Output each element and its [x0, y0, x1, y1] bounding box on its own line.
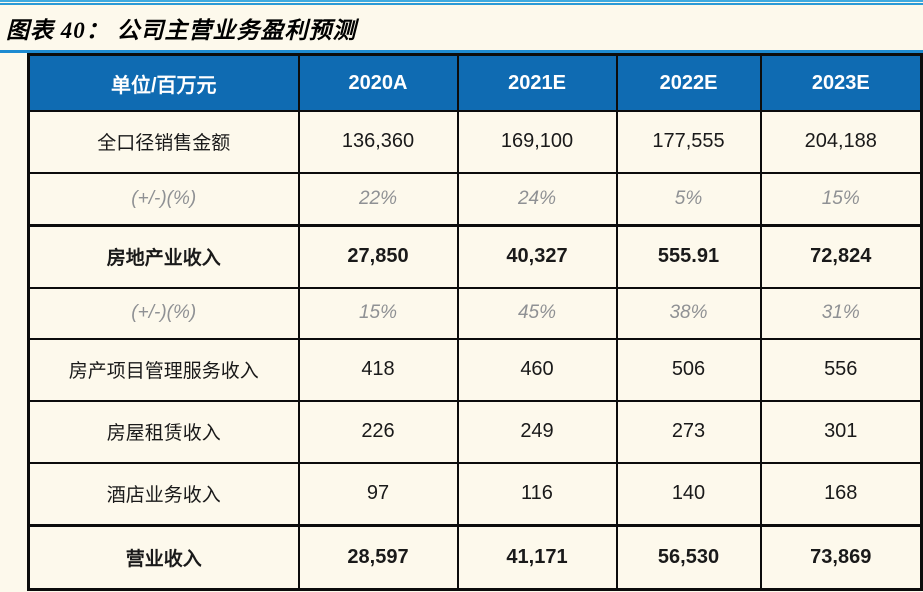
- header-row: 单位/百万元 2020A 2021E 2022E 2023E: [27, 53, 923, 112]
- table-header: 单位/百万元 2020A 2021E 2022E 2023E: [27, 53, 923, 112]
- value-cell: 97: [297, 461, 459, 527]
- value-cell: 40,327: [456, 223, 618, 289]
- unit-header-cell: 单位/百万元: [27, 53, 300, 112]
- table-row: 酒店业务收入 97 116 140 168: [27, 461, 923, 527]
- table-row: 房屋租赁收入 226 249 273 301: [27, 399, 923, 464]
- table-row: (+/-)(%) 22% 24% 5% 15%: [27, 171, 923, 227]
- value-cell: 116: [456, 461, 618, 527]
- table-row: (+/-)(%) 15% 45% 38% 31%: [27, 286, 923, 341]
- value-cell: 38%: [615, 286, 762, 341]
- row-label: 酒店业务收入: [27, 461, 300, 527]
- title-divider-rule: [0, 50, 923, 53]
- top-rule-gap: [0, 2, 923, 3]
- value-cell: 226: [297, 399, 459, 464]
- value-cell: 15%: [297, 286, 459, 341]
- value-cell: 177,555: [615, 110, 762, 174]
- value-cell: 460: [456, 338, 618, 402]
- value-cell: 249: [456, 399, 618, 464]
- table-row: 房地产业收入 27,850 40,327 555.91 72,824: [27, 223, 923, 289]
- row-label: (+/-)(%): [27, 171, 300, 227]
- year-header-2023e: 2023E: [759, 53, 923, 112]
- value-cell: 556: [759, 338, 923, 402]
- value-cell: 506: [615, 338, 762, 402]
- value-cell: 72,824: [759, 223, 923, 289]
- value-cell: 56,530: [615, 524, 762, 591]
- row-label: 全口径销售金额: [27, 110, 300, 174]
- table-row: 营业收入 28,597 41,171 56,530 73,869: [27, 524, 923, 591]
- value-cell: 22%: [297, 171, 459, 227]
- year-header-2021e: 2021E: [456, 53, 618, 112]
- value-cell: 31%: [759, 286, 923, 341]
- value-cell: 136,360: [297, 110, 459, 174]
- table-row: 全口径销售金额 136,360 169,100 177,555 204,188: [27, 110, 923, 174]
- table-row: 房产项目管理服务收入 418 460 506 556: [27, 338, 923, 402]
- value-cell: 41,171: [456, 524, 618, 591]
- value-cell: 27,850: [297, 223, 459, 289]
- top-rule-dark: [0, 3, 923, 5]
- value-cell: 5%: [615, 171, 762, 227]
- value-cell: 24%: [456, 171, 618, 227]
- value-cell: 168: [759, 461, 923, 527]
- row-label: 房产项目管理服务收入: [27, 338, 300, 402]
- value-cell: 45%: [456, 286, 618, 341]
- value-cell: 301: [759, 399, 923, 464]
- profit-forecast-table: 单位/百万元 2020A 2021E 2022E 2023E 全口径销售金额 13…: [27, 53, 923, 591]
- row-label: 房屋租赁收入: [27, 399, 300, 464]
- row-label: 营业收入: [27, 524, 300, 591]
- value-cell: 169,100: [456, 110, 618, 174]
- value-cell: 273: [615, 399, 762, 464]
- value-cell: 73,869: [759, 524, 923, 591]
- page-title: 图表 40： 公司主营业务盈利预测: [6, 18, 357, 43]
- table-body: 全口径销售金额 136,360 169,100 177,555 204,188 (+/-)…: [27, 110, 923, 591]
- value-cell: 140: [615, 461, 762, 527]
- value-cell: 418: [297, 338, 459, 402]
- value-cell: 28,597: [297, 524, 459, 591]
- value-cell: 204,188: [759, 110, 923, 174]
- value-cell: 555.91: [615, 223, 762, 289]
- top-rule-light: [0, 0, 923, 2]
- year-header-2022e: 2022E: [615, 53, 762, 112]
- row-label: 房地产业收入: [27, 223, 300, 289]
- year-header-2020a: 2020A: [297, 53, 459, 112]
- value-cell: 15%: [759, 171, 923, 227]
- row-label: (+/-)(%): [27, 286, 300, 341]
